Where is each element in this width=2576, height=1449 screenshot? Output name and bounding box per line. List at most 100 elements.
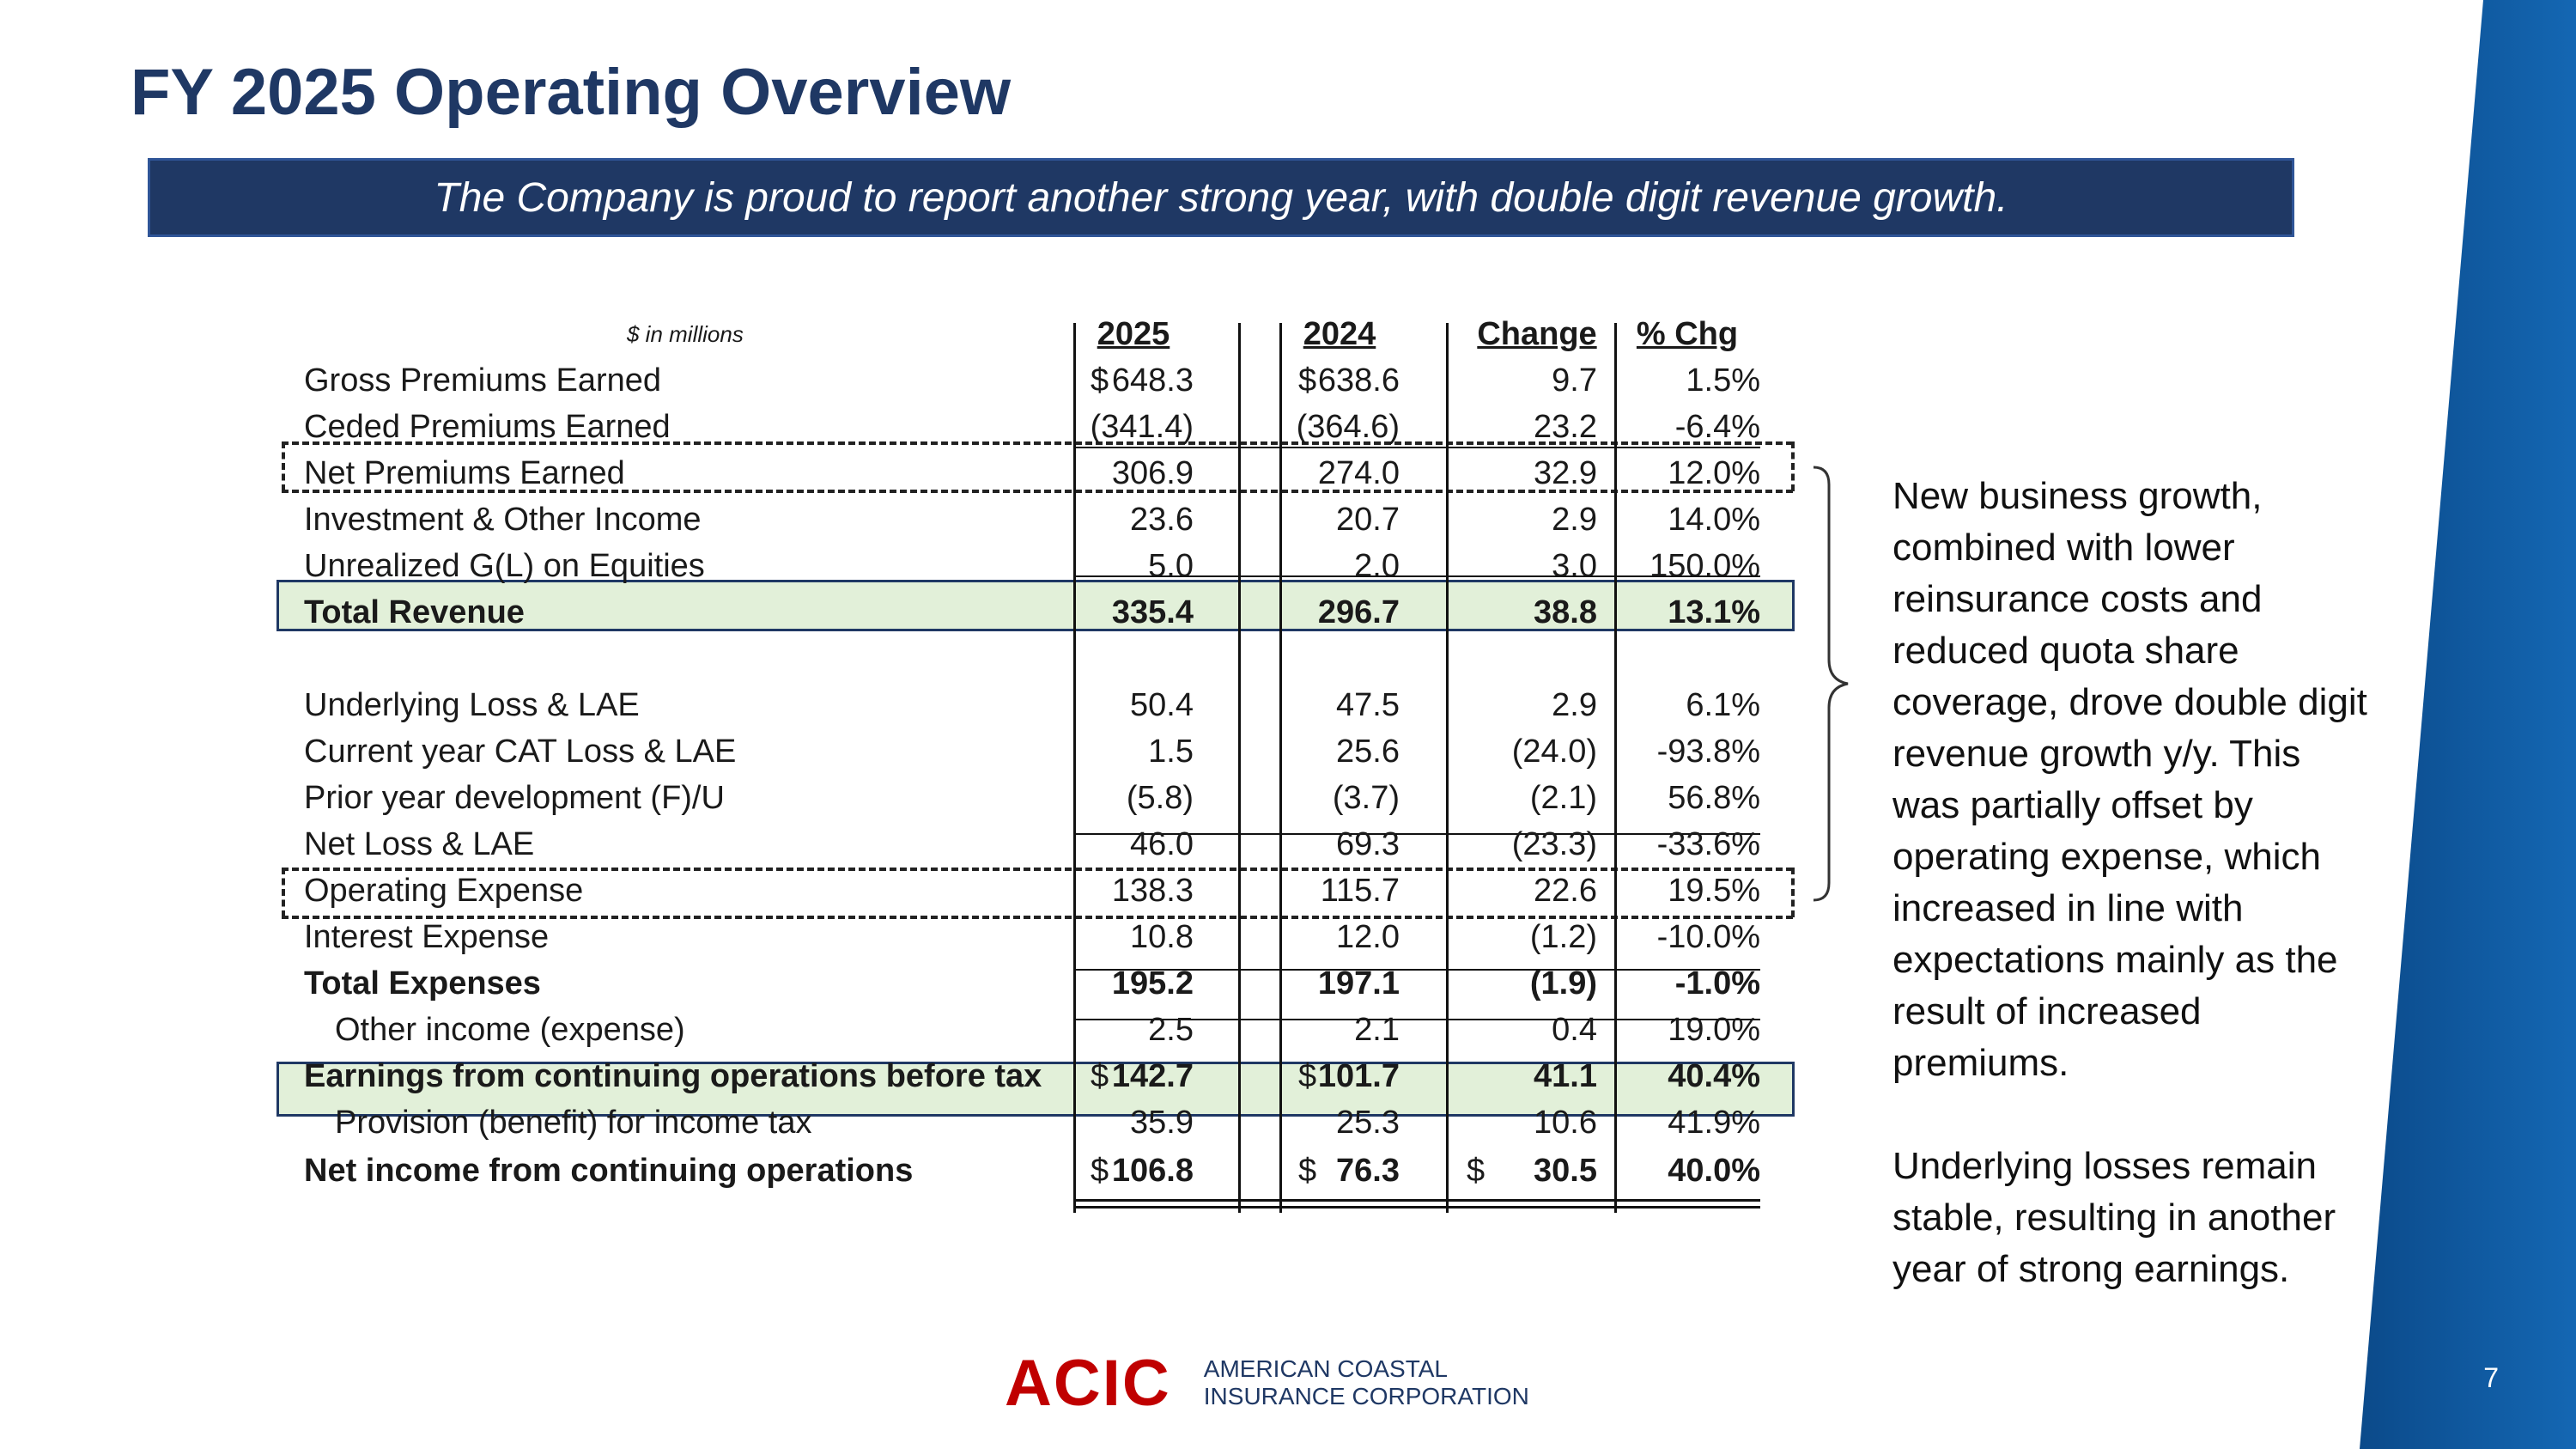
value-2024: 47.5 bbox=[1336, 687, 1400, 723]
value-pct-change: -1.0% bbox=[1674, 965, 1760, 1002]
value-change: 9.7 bbox=[1552, 362, 1597, 399]
value-2025: 10.8 bbox=[1130, 919, 1194, 955]
row-rule bbox=[1073, 447, 1760, 448]
value-2024: 20.7 bbox=[1336, 502, 1400, 538]
value-pct-change: 1.5% bbox=[1686, 362, 1760, 399]
value-change: 2.9 bbox=[1552, 687, 1597, 723]
value-change: 0.4 bbox=[1552, 1012, 1597, 1048]
value-2024: 69.3 bbox=[1336, 826, 1400, 862]
value-change: (1.2) bbox=[1529, 919, 1597, 955]
currency-2025: $ bbox=[1091, 1058, 1109, 1094]
value-2025: 106.8 bbox=[1111, 1153, 1194, 1189]
table-row: Unrealized G(L) on Equities 5.0 2.0 3.0 150.… bbox=[275, 543, 1786, 589]
row-label: Underlying Loss & LAE bbox=[304, 687, 640, 723]
currency-2024: $ bbox=[1298, 1153, 1317, 1189]
value-pct-change: -93.8% bbox=[1656, 734, 1760, 770]
row-label: Prior year development (F)/U bbox=[304, 780, 725, 816]
table-row: Operating Expense 138.3 115.7 22.6 19.5% bbox=[275, 868, 1786, 914]
value-2024: 638.6 bbox=[1317, 362, 1400, 399]
value-change: (24.0) bbox=[1511, 734, 1597, 770]
double-rule bbox=[1073, 1199, 1760, 1202]
value-2025: 2.5 bbox=[1148, 1012, 1194, 1048]
value-2025: 335.4 bbox=[1111, 594, 1194, 630]
table-row: Other income (expense) 2.5 2.1 0.4 19.0% bbox=[275, 1007, 1786, 1053]
value-change: (2.1) bbox=[1529, 780, 1597, 816]
row-rule bbox=[1073, 575, 1760, 577]
currency-2024: $ bbox=[1298, 1058, 1317, 1094]
value-pct-change: 19.5% bbox=[1668, 873, 1760, 909]
logo-line-1: AMERICAN COASTAL bbox=[1203, 1355, 1448, 1382]
header-pct-change: % Chg bbox=[1636, 316, 1739, 352]
row-label: Earnings from continuing operations befo… bbox=[304, 1058, 1042, 1094]
value-change: 22.6 bbox=[1534, 873, 1597, 909]
table-row: Net Premiums Earned 306.9 274.0 32.9 12.0% bbox=[275, 450, 1786, 496]
value-2024: 25.6 bbox=[1336, 734, 1400, 770]
value-2024: 2.1 bbox=[1354, 1012, 1400, 1048]
row-label: Total Revenue bbox=[304, 594, 525, 630]
value-pct-change: 6.1% bbox=[1686, 687, 1760, 723]
currency-change: $ bbox=[1467, 1153, 1485, 1189]
value-change: 10.6 bbox=[1534, 1105, 1597, 1141]
table-row: Net income from continuing operations $10… bbox=[275, 1148, 1786, 1194]
company-logo: ACIC AMERICAN COASTAL INSURANCE CORPORAT… bbox=[1005, 1347, 1529, 1420]
value-pct-change: 40.0% bbox=[1668, 1153, 1760, 1189]
value-pct-change: 12.0% bbox=[1668, 455, 1760, 491]
row-label: Gross Premiums Earned bbox=[304, 362, 662, 399]
row-rule bbox=[1073, 969, 1760, 971]
row-label: Net income from continuing operations bbox=[304, 1153, 914, 1189]
value-change: 30.5 bbox=[1534, 1153, 1597, 1189]
value-2024: 296.7 bbox=[1317, 594, 1400, 630]
row-label: Interest Expense bbox=[304, 919, 550, 955]
value-2024: 25.3 bbox=[1336, 1105, 1400, 1141]
value-2025: 5.0 bbox=[1148, 548, 1194, 584]
table-row: Prior year development (F)/U (5.8) (3.7) (2… bbox=[275, 775, 1786, 821]
value-2025: 1.5 bbox=[1148, 734, 1194, 770]
value-pct-change: -10.0% bbox=[1656, 919, 1760, 955]
value-2025: 138.3 bbox=[1111, 873, 1194, 909]
table-row: Earnings from continuing operations befo… bbox=[275, 1053, 1786, 1099]
value-pct-change: -6.4% bbox=[1674, 409, 1760, 445]
table-row: Total Expenses 195.2 197.1 (1.9) -1.0% bbox=[275, 960, 1786, 1007]
banner-text: The Company is proud to report another s… bbox=[434, 174, 2008, 221]
row-label: Net Loss & LAE bbox=[304, 826, 535, 862]
double-rule bbox=[1073, 1206, 1760, 1209]
value-2025: 23.6 bbox=[1130, 502, 1194, 538]
currency-2024: $ bbox=[1298, 362, 1317, 399]
logo-wordmark: AMERICAN COASTAL INSURANCE CORPORATION bbox=[1204, 1355, 1529, 1410]
header-2025: 2025 bbox=[1097, 316, 1170, 352]
logo-mark: ACIC bbox=[1005, 1346, 1171, 1420]
table-row: Net Loss & LAE 46.0 69.3 (23.3) -33.6% bbox=[275, 821, 1786, 868]
financial-table: $ in millions 2025 2024 Change % Chg Gro… bbox=[275, 309, 1803, 1220]
value-2025: (341.4) bbox=[1090, 409, 1194, 445]
logo-line-2: INSURANCE CORPORATION bbox=[1203, 1383, 1529, 1409]
value-pct-change: 19.0% bbox=[1668, 1012, 1760, 1048]
value-pct-change: -33.6% bbox=[1656, 826, 1760, 862]
value-change: 38.8 bbox=[1534, 594, 1597, 630]
value-pct-change: 14.0% bbox=[1668, 502, 1760, 538]
currency-2025: $ bbox=[1091, 362, 1109, 399]
value-2024: 115.7 bbox=[1320, 873, 1400, 909]
column-divider bbox=[1614, 323, 1617, 1213]
value-2025: 195.2 bbox=[1111, 965, 1194, 1002]
commentary-bracket bbox=[1813, 466, 1849, 902]
value-2025: 142.7 bbox=[1111, 1058, 1194, 1094]
value-2025: 46.0 bbox=[1130, 826, 1194, 862]
table-row: Total Revenue 335.4 296.7 38.8 13.1% bbox=[275, 589, 1786, 636]
value-2024: 197.1 bbox=[1317, 965, 1400, 1002]
commentary-paragraph: Underlying losses remain stable, resulti… bbox=[1893, 1145, 2336, 1290]
value-change: 23.2 bbox=[1534, 409, 1597, 445]
row-label: Net Premiums Earned bbox=[304, 455, 625, 491]
column-divider bbox=[1279, 323, 1282, 1213]
value-pct-change: 13.1% bbox=[1668, 594, 1760, 630]
total-revenue-highlight bbox=[276, 580, 1795, 631]
row-rule bbox=[1073, 833, 1760, 835]
value-2024: 12.0 bbox=[1336, 919, 1400, 955]
value-change: 3.0 bbox=[1552, 548, 1597, 584]
row-label: Total Expenses bbox=[304, 965, 541, 1002]
value-2025: 50.4 bbox=[1130, 687, 1194, 723]
row-label: Investment & Other Income bbox=[304, 502, 702, 538]
table-row: Gross Premiums Earned $648.3 $638.6 9.7 1.5% bbox=[275, 357, 1786, 404]
column-divider bbox=[1238, 323, 1241, 1213]
row-label: Current year CAT Loss & LAE bbox=[304, 734, 737, 770]
